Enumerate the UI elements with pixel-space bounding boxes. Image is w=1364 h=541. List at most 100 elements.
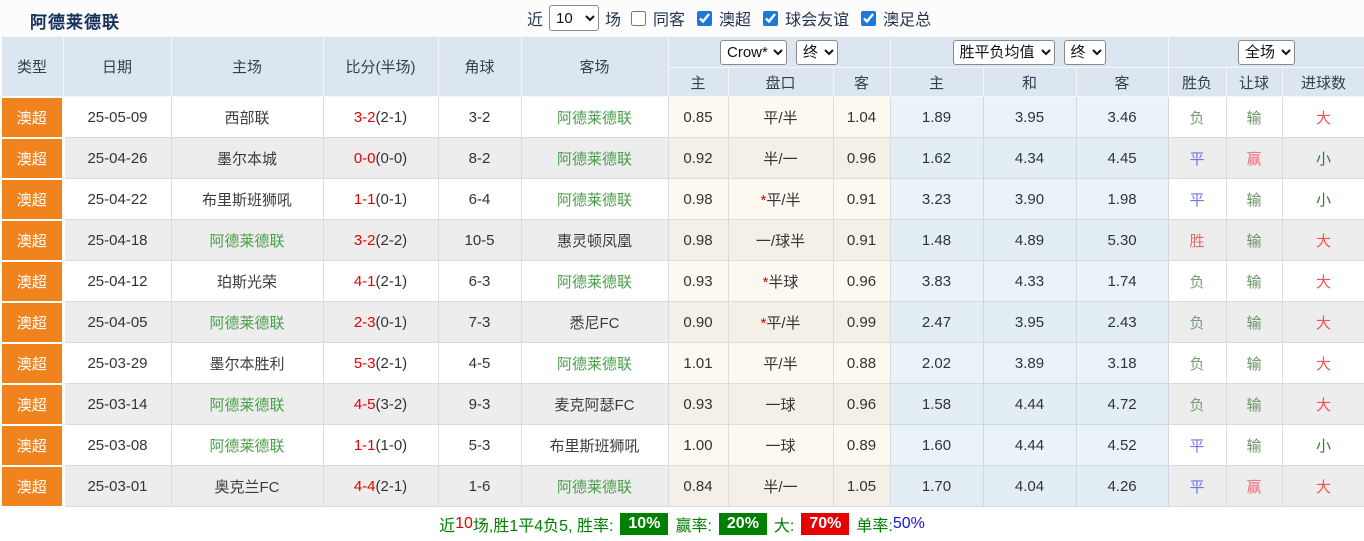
result-cell: 平 <box>1167 465 1227 507</box>
score-cell: 3-2(2-2) <box>322 219 439 261</box>
let-result-cell: 输 <box>1225 219 1283 261</box>
corner-cell: 8-2 <box>437 137 522 179</box>
away-team: 阿德莱德联 <box>520 342 669 384</box>
goals-cell: 大 <box>1281 96 1364 138</box>
handicap-cell: 半/一 <box>727 137 834 179</box>
crow-away-odds: 0.91 <box>832 178 891 220</box>
fulltime-score: 4-1 <box>353 272 376 290</box>
match-date: 25-05-09 <box>62 96 172 138</box>
handicap-cell: 半/一 <box>727 465 834 507</box>
fulltime-score: 1-1 <box>353 436 376 454</box>
let-result-cell: 赢 <box>1225 465 1283 507</box>
avg-draw-odds: 3.95 <box>982 301 1077 343</box>
filter-friendly-checkbox[interactable] <box>763 10 779 26</box>
table-row: 澳超 25-04-12 珀斯光荣 4-1(2-1) 6-3 阿德莱德联 0.93… <box>0 259 1364 303</box>
recent-label: 近 <box>527 12 544 29</box>
corner-cell: 5-3 <box>437 424 522 466</box>
handicap-text: 平/半 <box>766 191 801 209</box>
result-cell: 平 <box>1167 178 1227 220</box>
subcol-crow-away: 客 <box>832 67 891 97</box>
crow-away-odds: 1.04 <box>832 96 891 138</box>
filter-league-label: 澳超 <box>719 12 752 29</box>
col-header-corner: 角球 <box>437 36 522 97</box>
avg-draw-odds: 4.89 <box>982 219 1077 261</box>
fullmatch-select[interactable]: 全场 <box>1238 39 1296 65</box>
same-venue-checkbox[interactable] <box>631 10 647 26</box>
handicap-text: 半球 <box>768 273 799 291</box>
avg-draw-odds: 4.44 <box>982 383 1077 425</box>
let-result-cell: 输 <box>1225 260 1283 302</box>
summary-footer: 近 10 场,胜1平4负5, 胜率: 10% 赢率: 20% 大: 70% 单率… <box>0 507 1364 541</box>
col-header-away: 客场 <box>520 36 669 97</box>
handicap-cell: 一/球半 <box>727 219 834 261</box>
crow-away-odds: 0.99 <box>832 301 891 343</box>
crow-away-odds: 0.88 <box>832 342 891 384</box>
recent-count-select[interactable]: 10 <box>549 5 600 31</box>
result-cell: 负 <box>1167 260 1227 302</box>
goals-cell: 大 <box>1281 383 1364 425</box>
corner-cell: 6-3 <box>437 260 522 302</box>
let-result-cell: 输 <box>1225 383 1283 425</box>
match-history-table: 类型 日期 主场 比分(半场) 角球 客场 Crow* 终 胜 <box>0 35 1364 508</box>
let-result-cell: 输 <box>1225 301 1283 343</box>
let-result-cell: 输 <box>1225 96 1283 138</box>
avg-lose-odds: 3.46 <box>1075 96 1169 138</box>
home-team: 阿德莱德联 <box>170 219 324 261</box>
handicap-cell: 平/半 <box>727 96 834 138</box>
away-team: 麦克阿瑟FC <box>520 383 669 425</box>
summary-win-rate-badge: 10% <box>620 513 669 535</box>
halftime-score: (0-1) <box>375 190 408 208</box>
halftime-score: (0-1) <box>375 313 408 331</box>
avg-lose-odds: 2.43 <box>1075 301 1169 343</box>
result-cell: 负 <box>1167 301 1227 343</box>
handicap-text: 一球 <box>765 396 796 414</box>
filter-cup-checkbox[interactable] <box>861 10 877 26</box>
score-cell: 0-0(0-0) <box>322 137 439 179</box>
subcol-crow-home: 主 <box>667 67 729 97</box>
avg-win-odds: 1.62 <box>889 137 984 179</box>
corner-cell: 1-6 <box>437 465 522 507</box>
handicap-star: * <box>760 191 767 209</box>
summary-over-rate-badge: 70% <box>801 513 850 535</box>
same-venue-label: 同客 <box>653 12 686 29</box>
avg-lose-odds: 4.72 <box>1075 383 1169 425</box>
halftime-score: (2-1) <box>375 477 408 495</box>
summary-segment: 10 <box>455 515 473 532</box>
fulltime-score: 4-5 <box>353 395 376 413</box>
fulltime-score: 4-4 <box>353 477 376 495</box>
handicap-text: 平/半 <box>763 355 798 373</box>
result-cell: 负 <box>1167 383 1227 425</box>
handicap-cell: 一球 <box>727 424 834 466</box>
avg-draw-odds: 4.04 <box>982 465 1077 507</box>
halftime-score: (2-1) <box>375 108 408 126</box>
crow-away-odds: 0.91 <box>832 219 891 261</box>
avg-draw-odds: 3.90 <box>982 178 1077 220</box>
match-date: 25-03-14 <box>62 383 172 425</box>
match-date: 25-04-12 <box>62 260 172 302</box>
summary-segment: 单率: <box>856 518 893 535</box>
avg-lose-odds: 1.98 <box>1075 178 1169 220</box>
match-date: 25-03-08 <box>62 424 172 466</box>
match-date: 25-03-29 <box>62 342 172 384</box>
avg-time-select[interactable]: 终 <box>1063 39 1106 65</box>
halftime-score: (2-1) <box>375 354 408 372</box>
halftime-score: (3-2) <box>375 395 408 413</box>
away-team: 悉尼FC <box>520 301 669 343</box>
crow-time-select[interactable]: 终 <box>796 39 839 65</box>
crow-away-odds: 0.96 <box>832 383 891 425</box>
league-badge: 澳超 <box>0 136 65 180</box>
table-row: 澳超 25-03-29 墨尔本胜利 5-3(2-1) 4-5 阿德莱德联 1.0… <box>0 341 1364 385</box>
filter-league-checkbox[interactable] <box>697 10 713 26</box>
fulltime-score: 0-0 <box>353 149 376 167</box>
avg-win-odds: 3.23 <box>889 178 984 220</box>
let-result-cell: 赢 <box>1225 137 1283 179</box>
avg-win-odds: 1.60 <box>889 424 984 466</box>
handicap-cell: 平/半 <box>727 342 834 384</box>
avg-draw-odds: 4.34 <box>982 137 1077 179</box>
home-team: 阿德莱德联 <box>170 301 324 343</box>
avg-odds-select[interactable]: 胜平负均值 <box>952 39 1055 65</box>
crow-company-select[interactable]: Crow* <box>720 39 788 65</box>
crow-home-odds: 0.84 <box>667 465 729 507</box>
league-badge: 澳超 <box>0 259 65 303</box>
halftime-score: (0-0) <box>375 149 408 167</box>
